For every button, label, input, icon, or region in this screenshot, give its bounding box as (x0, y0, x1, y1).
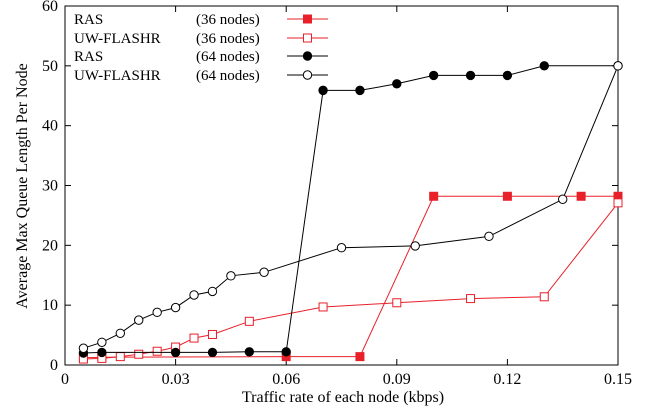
data-point (189, 290, 199, 300)
legend-label: RAS (74, 12, 103, 28)
data-point (465, 70, 476, 81)
data-point (244, 347, 255, 357)
series-line (83, 65, 618, 354)
series-4 (78, 61, 623, 353)
data-point (170, 302, 181, 313)
legend-marker (302, 70, 313, 80)
x-tick-label: 0.09 (383, 371, 411, 388)
data-point (318, 302, 328, 312)
legend-label: UW-FLASHR (74, 68, 161, 84)
data-point (318, 85, 328, 96)
data-point (355, 352, 365, 362)
y-tick-label: 50 (42, 58, 58, 75)
data-point (281, 347, 291, 357)
legend-nodes-label: (64 nodes) (196, 68, 260, 84)
data-point (355, 85, 365, 96)
x-tick-label: 0.15 (604, 371, 632, 388)
plot-frame (64, 5, 619, 366)
data-point (613, 61, 623, 71)
x-tick-label: 0.03 (162, 371, 190, 388)
data-point (97, 337, 107, 347)
x-tick-label: 0.12 (493, 371, 521, 388)
legend-marker (303, 14, 312, 24)
y-tick-label: 10 (42, 297, 58, 314)
series-line (83, 202, 619, 360)
legend-marker (303, 33, 312, 43)
data-point (576, 191, 586, 201)
data-point (502, 70, 513, 81)
legend-nodes-label: (36 nodes) (196, 31, 260, 47)
data-point (466, 294, 476, 304)
data-point (170, 347, 181, 358)
series-1 (78, 191, 623, 363)
legend-nodes-label: (36 nodes) (196, 12, 260, 28)
data-point (336, 243, 347, 253)
data-point (244, 316, 254, 326)
y-tick-label: 30 (42, 178, 58, 195)
y-tick-label: 0 (50, 357, 58, 374)
series-2 (78, 198, 623, 364)
legend-label: RAS (74, 49, 103, 65)
data-point (392, 79, 402, 89)
data-point (502, 191, 512, 201)
data-point (429, 191, 439, 201)
y-axis-label: Average Max Queue Length Per Node (14, 63, 31, 308)
series-layer (78, 61, 623, 364)
y-tick-label: 60 (42, 0, 58, 15)
data-point (484, 231, 494, 242)
data-point (558, 194, 568, 204)
data-point (207, 286, 218, 297)
data-point (207, 329, 217, 339)
data-point (134, 315, 144, 325)
series-3 (78, 61, 623, 358)
x-tick-label: 0.06 (272, 371, 300, 388)
series-line (83, 195, 618, 359)
data-point (428, 70, 439, 81)
y-tick-label: 40 (42, 118, 58, 135)
legend-label: UW-FLASHR (74, 31, 161, 47)
data-point (152, 346, 162, 356)
data-point (226, 271, 236, 281)
data-point (78, 343, 89, 353)
y-tick-label: 20 (42, 237, 58, 254)
data-point (115, 352, 125, 362)
legend-marker (302, 51, 313, 61)
x-axis-label: Traffic rate of each node (kbps) (242, 389, 444, 406)
data-point (189, 333, 199, 343)
data-point (115, 328, 126, 338)
legend-nodes-label: (64 nodes) (196, 49, 260, 65)
data-point (97, 347, 107, 358)
data-point (134, 349, 144, 359)
data-point (152, 307, 162, 318)
x-tick-label: 0 (61, 371, 69, 388)
data-point (207, 347, 218, 358)
axes-layer: 0 0.03 0.06 0.09 0.12 0.15 0 10 20 30 40 50 60 (42, 0, 632, 388)
data-point (259, 267, 269, 277)
data-point (392, 298, 402, 308)
data-point (410, 241, 420, 251)
data-point (539, 61, 549, 71)
data-point (613, 198, 623, 208)
legend: RAS (36 nodes) UW-FLASHR (36 nodes) RAS (64 n… (74, 12, 328, 84)
data-point (539, 292, 549, 302)
